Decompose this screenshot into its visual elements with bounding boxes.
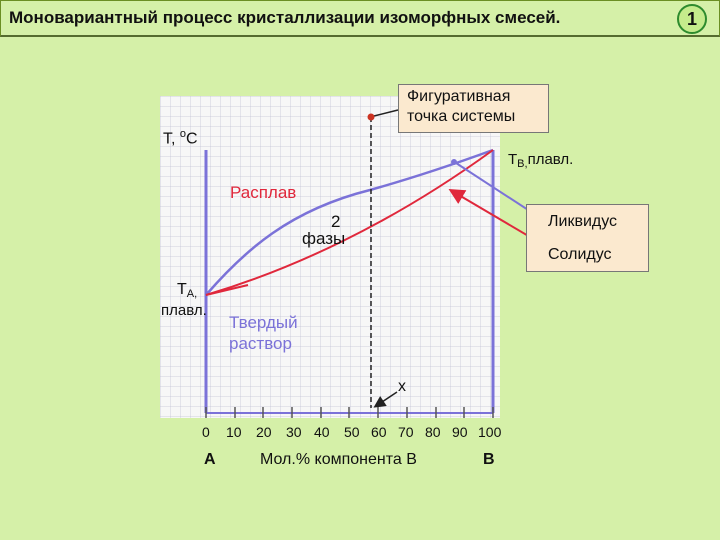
ta-melting-label: TA, bbox=[177, 281, 198, 300]
x-tick-label: 60 bbox=[371, 424, 387, 440]
y-axis-label: T, oC bbox=[163, 128, 198, 148]
solid-solution-label-line2: раствор bbox=[229, 334, 292, 353]
figurative-point-label-line1: Фигуративная bbox=[407, 88, 511, 105]
figurative-point-callout: Фигуративная точка системы bbox=[398, 84, 549, 133]
x-tick-label: 20 bbox=[256, 424, 272, 440]
ta-pointer bbox=[205, 284, 249, 296]
x-axis-ticks bbox=[205, 407, 494, 418]
solidus-label: Солидус bbox=[548, 246, 612, 263]
solid-solution-label-line1: Твердый bbox=[229, 313, 298, 332]
x-marker-arrow bbox=[373, 391, 398, 408]
two-phases-word: фазы bbox=[302, 229, 346, 248]
x-axis-caption: Мол.% компонента В bbox=[260, 451, 417, 468]
x-tick-label: 40 bbox=[314, 424, 330, 440]
curve-legend-box: Ликвидус Солидус bbox=[526, 204, 649, 272]
x-tick-label: 0 bbox=[202, 424, 210, 440]
page-number-badge: 1 bbox=[677, 4, 707, 34]
liquidus-label: Ликвидус bbox=[548, 213, 618, 230]
x-tick-label: 100 bbox=[478, 424, 502, 440]
melt-region-label: Расплав bbox=[230, 183, 297, 202]
tb-melting-label: TB,плавл. bbox=[508, 151, 574, 170]
two-phases-number: 2 bbox=[331, 212, 341, 231]
x-tick-label: 80 bbox=[425, 424, 441, 440]
x-tick-label: 50 bbox=[344, 424, 360, 440]
graph-paper-background bbox=[160, 96, 500, 418]
x-tick-label: 90 bbox=[452, 424, 468, 440]
figurative-point-label-line2: точка системы bbox=[407, 108, 516, 125]
component-b-label: B bbox=[483, 451, 495, 468]
x-tick-label: 30 bbox=[286, 424, 302, 440]
liquidus-curve bbox=[205, 148, 494, 296]
title-bar: Моновариантный процесс кристаллизации из… bbox=[0, 0, 720, 37]
ta-melting-label-line2: плавл. bbox=[161, 302, 207, 319]
figurative-point bbox=[367, 113, 375, 121]
liquidus-point bbox=[451, 159, 457, 165]
component-a-label: A bbox=[204, 451, 216, 468]
x-composition-marker: x bbox=[398, 378, 406, 395]
slide-title: Моновариантный процесс кристаллизации из… bbox=[9, 8, 561, 27]
figurative-point-pointer bbox=[373, 109, 399, 117]
x-tick-label: 10 bbox=[226, 424, 242, 440]
solidus-curve bbox=[205, 149, 494, 296]
x-tick-label: 70 bbox=[398, 424, 414, 440]
